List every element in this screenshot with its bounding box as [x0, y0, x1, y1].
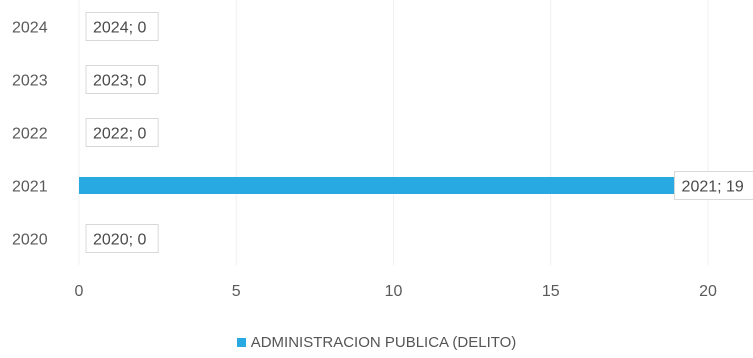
x-tick-label-3: 15	[542, 283, 560, 300]
data-label-box-2024	[85, 12, 159, 41]
y-tick-label-2022: 2022	[12, 126, 48, 143]
data-labels: 2020; 0 2021; 19 2022; 0 2023; 0 2024; 0	[85, 12, 753, 253]
x-axis-labels: 0 5 10 15 20	[75, 283, 717, 300]
data-label-2023: 2023; 0	[93, 73, 146, 90]
y-tick-label-2023: 2023	[12, 73, 48, 90]
x-tick-label-2: 10	[385, 283, 403, 300]
x-tick-label-1: 5	[232, 283, 241, 300]
data-label-2021: 2021; 19	[682, 179, 744, 196]
data-label-2022: 2022; 0	[93, 126, 146, 143]
data-label-box-2023	[85, 65, 159, 94]
legend-swatch	[236, 337, 246, 347]
data-label-box-2020	[85, 224, 159, 253]
gridlines	[78, 0, 709, 265]
legend: ADMINISTRACION PUBLICA (DELITO)	[0, 334, 753, 351]
bars	[79, 177, 677, 194]
data-label-2024: 2024; 0	[93, 20, 146, 37]
y-tick-label-2021: 2021	[12, 179, 48, 196]
data-label-2020: 2020; 0	[93, 232, 146, 249]
data-label-box-2022	[85, 118, 159, 147]
legend-label: ADMINISTRACION PUBLICA (DELITO)	[250, 334, 517, 351]
x-tick-label-0: 0	[75, 283, 84, 300]
y-axis-labels: 2020 2021 2022 2023 2024	[12, 20, 48, 249]
x-tick-label-4: 20	[699, 283, 717, 300]
bar-2021	[79, 177, 677, 194]
y-tick-label-2020: 2020	[12, 232, 48, 249]
y-tick-label-2024: 2024	[12, 20, 48, 37]
data-label-box-2021	[674, 171, 753, 200]
